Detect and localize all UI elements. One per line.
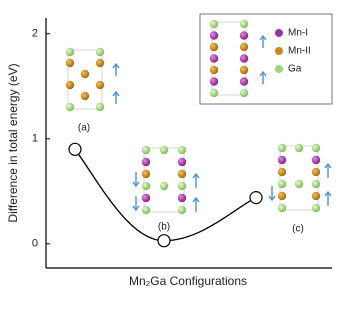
legend-marker bbox=[275, 65, 283, 73]
y-tick-label: 2 bbox=[32, 28, 38, 40]
y-axis-label: Difference in total energy (eV) bbox=[6, 63, 20, 222]
atom bbox=[277, 167, 287, 177]
cell-frame bbox=[143, 147, 185, 213]
legend-box bbox=[199, 13, 333, 105]
atom bbox=[177, 205, 187, 215]
atom bbox=[311, 179, 321, 189]
atom bbox=[80, 69, 90, 79]
atom bbox=[239, 77, 249, 86]
spin-arrow-head bbox=[112, 62, 120, 69]
atom bbox=[141, 181, 151, 191]
atom bbox=[294, 143, 304, 153]
spin-arrow-head bbox=[132, 205, 140, 212]
atom bbox=[277, 155, 287, 165]
category-label: (a) bbox=[78, 123, 90, 134]
atom bbox=[177, 157, 187, 167]
atom bbox=[209, 54, 219, 63]
atom bbox=[95, 102, 105, 112]
atom bbox=[239, 31, 249, 40]
legend-marker bbox=[275, 29, 283, 37]
data-point bbox=[249, 191, 263, 205]
atom bbox=[80, 91, 90, 101]
spin-arrow-head bbox=[259, 70, 267, 77]
atom bbox=[294, 179, 304, 189]
atom bbox=[141, 157, 151, 167]
atom bbox=[239, 42, 249, 52]
atom bbox=[239, 88, 249, 98]
atom bbox=[209, 19, 219, 29]
category-label: (b) bbox=[158, 222, 170, 233]
data-point bbox=[157, 234, 171, 248]
spin-arrow-head bbox=[192, 196, 200, 203]
y-tick-label: 1 bbox=[32, 133, 38, 145]
atom bbox=[311, 143, 321, 153]
atom bbox=[177, 181, 187, 191]
atom bbox=[95, 47, 105, 57]
atom bbox=[277, 203, 287, 213]
atom bbox=[159, 145, 169, 155]
atom bbox=[177, 193, 187, 203]
atom bbox=[177, 169, 187, 179]
cell-frame bbox=[279, 145, 319, 211]
atom bbox=[209, 77, 219, 86]
atom bbox=[141, 193, 151, 203]
x-axis-label: Mn₂Ga Configurations bbox=[129, 274, 247, 288]
atom bbox=[65, 102, 75, 112]
atom bbox=[277, 143, 287, 153]
atom bbox=[209, 42, 219, 52]
atom bbox=[65, 80, 75, 90]
spin-arrow-head bbox=[324, 190, 332, 197]
spin-arrow-head bbox=[268, 195, 276, 202]
atom bbox=[65, 58, 75, 68]
category-label: (c) bbox=[292, 224, 304, 235]
atom bbox=[239, 19, 249, 29]
crystal-illustrations bbox=[65, 19, 332, 215]
legend-label: Mn-I bbox=[288, 28, 308, 39]
atom bbox=[277, 191, 287, 201]
atom bbox=[65, 47, 75, 57]
y-tick-label: 0 bbox=[32, 238, 38, 250]
data-point bbox=[68, 142, 82, 156]
atom bbox=[209, 31, 219, 40]
atom bbox=[141, 169, 151, 179]
atom bbox=[209, 65, 219, 75]
atom bbox=[159, 181, 169, 191]
atom bbox=[311, 191, 321, 201]
spin-arrow-head bbox=[112, 90, 120, 97]
atom bbox=[277, 179, 287, 189]
atom bbox=[209, 88, 219, 98]
atom bbox=[177, 145, 187, 155]
cell-frame bbox=[67, 49, 103, 110]
atom bbox=[141, 205, 151, 215]
atom bbox=[239, 65, 249, 75]
atom bbox=[95, 58, 105, 68]
spin-arrow-head bbox=[324, 162, 332, 169]
atom bbox=[311, 167, 321, 177]
atom bbox=[239, 54, 249, 63]
spin-arrow-head bbox=[192, 172, 200, 179]
atom bbox=[95, 80, 105, 90]
atom bbox=[311, 155, 321, 165]
legend-label: Mn-II bbox=[288, 46, 311, 57]
spin-arrow-head bbox=[259, 34, 267, 41]
atom bbox=[311, 203, 321, 213]
legend-marker bbox=[275, 47, 283, 55]
atom bbox=[141, 145, 151, 155]
legend-label: Ga bbox=[288, 64, 302, 75]
spin-arrow-head bbox=[132, 181, 140, 188]
